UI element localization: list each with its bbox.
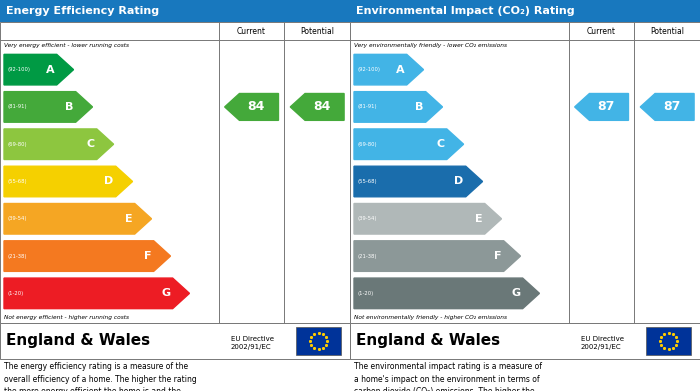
Text: Potential: Potential (300, 27, 334, 36)
Text: (69-80): (69-80) (7, 142, 27, 147)
Text: Energy Efficiency Rating: Energy Efficiency Rating (6, 6, 159, 16)
Text: (1-20): (1-20) (7, 291, 23, 296)
Polygon shape (4, 54, 74, 85)
Text: (39-54): (39-54) (357, 216, 377, 221)
Text: A: A (46, 65, 55, 75)
Bar (350, 22, 700, 323)
Text: F: F (144, 251, 152, 261)
Bar (295, 327, 342, 355)
Text: F: F (494, 251, 502, 261)
Text: The energy efficiency rating is a measure of the
overall efficiency of a home. T: The energy efficiency rating is a measur… (4, 362, 197, 391)
Text: EU Directive
2002/91/EC: EU Directive 2002/91/EC (581, 335, 624, 350)
Text: C: C (87, 139, 94, 149)
Text: The environmental impact rating is a measure of
a home's impact on the environme: The environmental impact rating is a mea… (354, 362, 542, 391)
Text: (39-54): (39-54) (7, 216, 27, 221)
Text: B: B (415, 102, 424, 112)
Polygon shape (225, 93, 279, 120)
Text: B: B (65, 102, 74, 112)
Polygon shape (354, 91, 442, 122)
Text: Current: Current (237, 27, 266, 36)
Text: D: D (104, 176, 113, 187)
Text: (81-91): (81-91) (357, 104, 377, 109)
Polygon shape (4, 91, 92, 122)
Text: Environmental Impact (CO₂) Rating: Environmental Impact (CO₂) Rating (356, 6, 575, 16)
Text: Current: Current (587, 27, 616, 36)
Bar (350, 0, 700, 22)
Text: (1-20): (1-20) (357, 291, 373, 296)
Polygon shape (354, 54, 424, 85)
Text: E: E (125, 214, 133, 224)
Text: G: G (162, 288, 171, 298)
Text: Not energy efficient - higher running costs: Not energy efficient - higher running co… (4, 315, 129, 320)
Bar (0, 22, 350, 323)
Bar (350, 323, 700, 359)
Text: 84: 84 (313, 100, 330, 113)
Polygon shape (640, 93, 694, 120)
Text: (55-68): (55-68) (357, 179, 377, 184)
Text: A: A (396, 65, 405, 75)
Text: 87: 87 (597, 100, 615, 113)
Polygon shape (4, 166, 132, 197)
Text: 84: 84 (247, 100, 265, 113)
Bar (0, 323, 350, 359)
Polygon shape (290, 93, 344, 120)
Polygon shape (4, 278, 190, 308)
Polygon shape (575, 93, 629, 120)
Text: Not environmentally friendly - higher CO₂ emissions: Not environmentally friendly - higher CO… (354, 315, 507, 320)
Polygon shape (4, 203, 151, 234)
Bar (0, 0, 350, 22)
Text: Potential: Potential (650, 27, 684, 36)
Text: Very environmentally friendly - lower CO₂ emissions: Very environmentally friendly - lower CO… (354, 43, 507, 48)
Text: (69-80): (69-80) (357, 142, 377, 147)
Polygon shape (4, 241, 171, 271)
Polygon shape (354, 129, 463, 160)
Text: E: E (475, 214, 483, 224)
Text: (21-38): (21-38) (7, 254, 27, 258)
Text: 87: 87 (663, 100, 680, 113)
Text: D: D (454, 176, 463, 187)
Polygon shape (354, 203, 501, 234)
Text: England & Wales: England & Wales (6, 334, 150, 348)
Text: England & Wales: England & Wales (356, 334, 500, 348)
Text: C: C (437, 139, 444, 149)
Text: (81-91): (81-91) (7, 104, 27, 109)
Text: (92-100): (92-100) (357, 67, 380, 72)
Text: G: G (512, 288, 521, 298)
Text: Very energy efficient - lower running costs: Very energy efficient - lower running co… (4, 43, 129, 48)
Text: (21-38): (21-38) (357, 254, 377, 258)
Text: (55-68): (55-68) (7, 179, 27, 184)
Bar (645, 327, 692, 355)
Text: (92-100): (92-100) (7, 67, 30, 72)
Polygon shape (354, 278, 540, 308)
Polygon shape (354, 241, 521, 271)
Polygon shape (354, 166, 482, 197)
Text: EU Directive
2002/91/EC: EU Directive 2002/91/EC (231, 335, 274, 350)
Polygon shape (4, 129, 113, 160)
